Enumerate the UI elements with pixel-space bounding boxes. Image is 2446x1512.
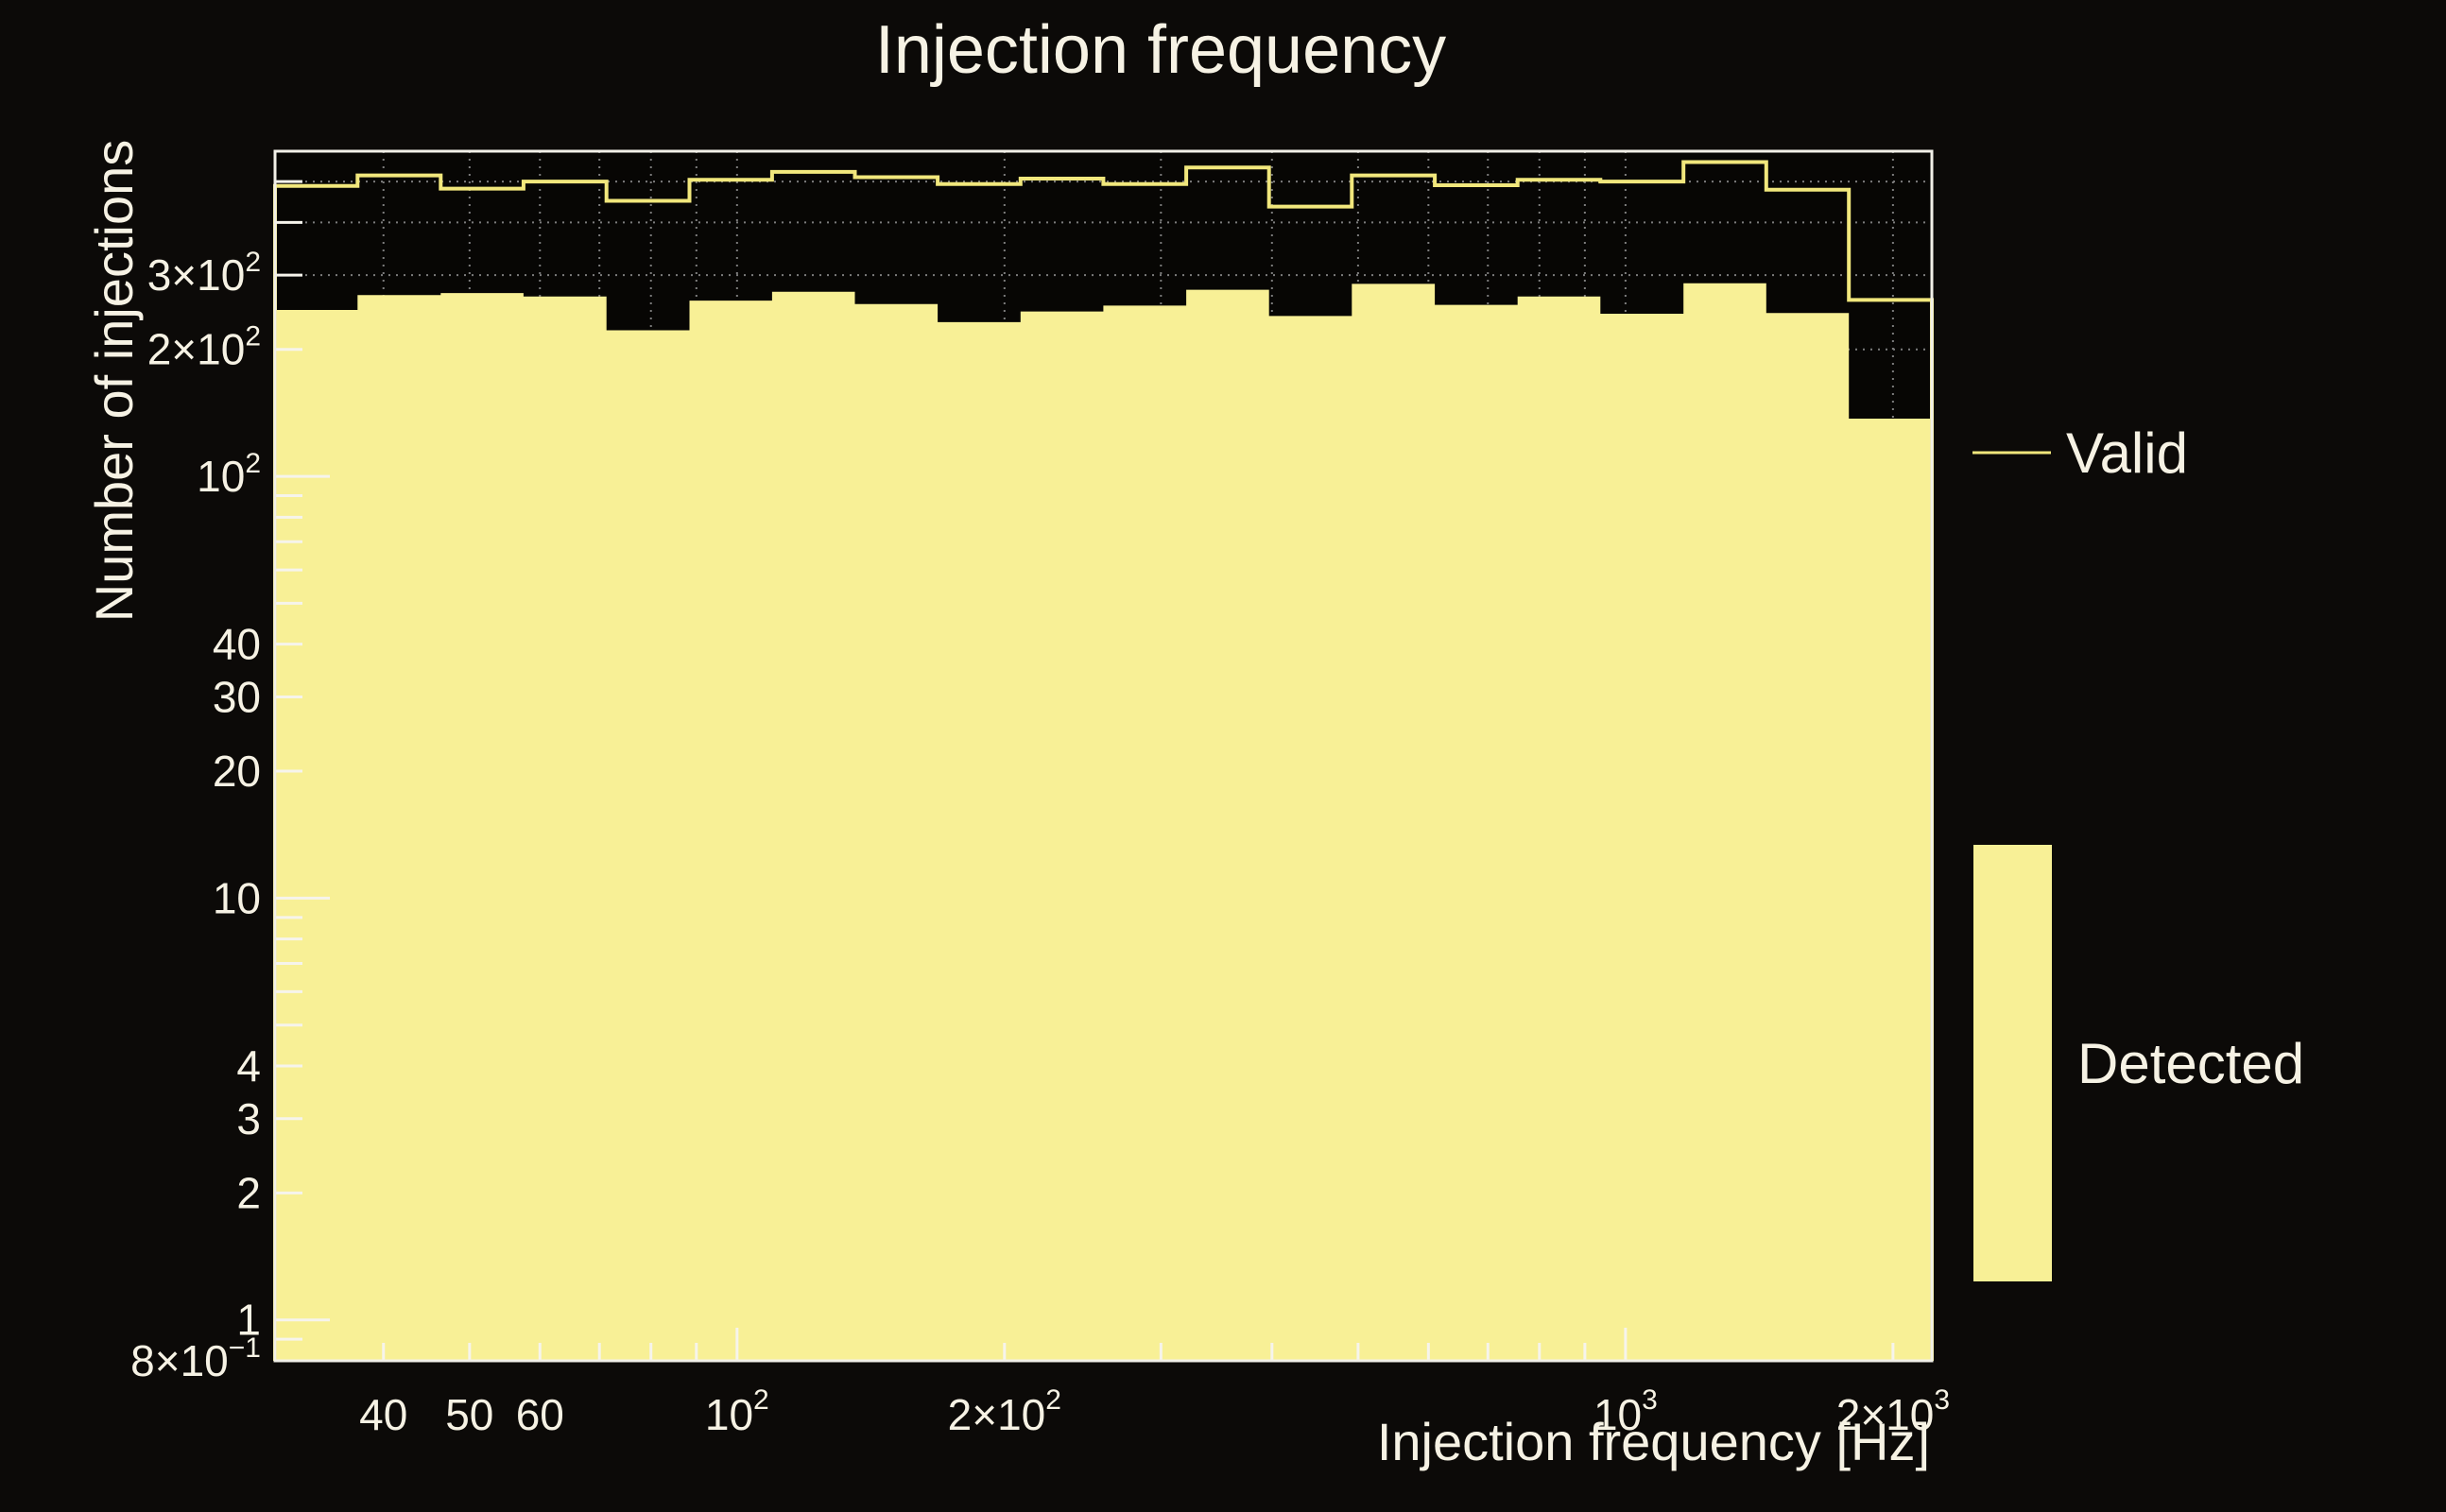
x-tick-label: 40 (359, 1390, 407, 1439)
x-tick-labels: 40 50 60 102 2×102 103 2×103 (359, 1384, 1950, 1439)
y-tick-label: 2 (236, 1168, 261, 1217)
y-tick-label: 3 (236, 1094, 261, 1143)
y-tick-label: 3×102 (147, 247, 261, 300)
y-tick-label: 102 (197, 448, 261, 501)
x-tick-label: 50 (445, 1390, 493, 1439)
y-tick-label: 20 (213, 747, 261, 796)
x-axis-title: Injection frequency [Hz] (1377, 1412, 1930, 1471)
x-tick-label: 2×103 (1836, 1384, 1950, 1439)
x-tick-label: 2×102 (948, 1384, 1061, 1439)
y-tick-label: 8×10−1 (130, 1332, 261, 1385)
y-tick-label: 40 (213, 620, 261, 669)
y-tick-label: 4 (236, 1041, 261, 1091)
legend-detected-label: Detected (2077, 1032, 2304, 1095)
y-tick-label: 2×102 (147, 321, 261, 374)
y-tick-label: 30 (213, 672, 261, 721)
y-tick-label: 10 (213, 873, 261, 922)
valid-histogram-line (273, 160, 1934, 1361)
legend: Valid Detected (1972, 421, 2304, 1281)
x-tick-label: 60 (516, 1390, 564, 1439)
y-axis-title: Number of injections (84, 140, 144, 622)
chart-title: Injection frequency (875, 12, 1446, 88)
plot-frame (273, 149, 1934, 1363)
x-tick-label: 103 (1593, 1384, 1658, 1439)
x-tick-label: 102 (705, 1384, 769, 1439)
y-tick-label: 1 (236, 1296, 261, 1345)
legend-detected-box-swatch (1973, 845, 2052, 1281)
axis-ticks (275, 180, 1895, 1361)
detected-histogram-fill (275, 283, 1932, 1362)
legend-valid-label: Valid (2066, 421, 2188, 485)
